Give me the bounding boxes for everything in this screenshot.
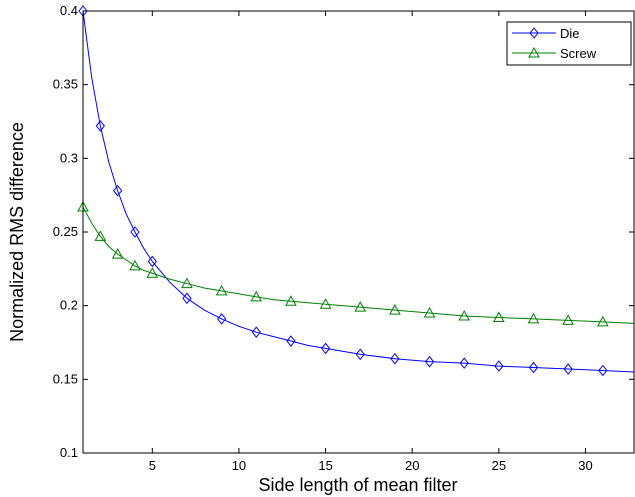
series-markers <box>77 5 609 377</box>
legend-box <box>506 21 632 66</box>
y-axis-title: Normalized RMS difference <box>7 122 27 342</box>
y-tick-label-3: 0.25 <box>53 224 78 239</box>
data-point-die-16 <box>563 363 573 375</box>
y-tick-label-2: 0.2 <box>60 298 78 313</box>
data-point-die-9 <box>320 342 331 355</box>
legend-label-screw: Screw <box>560 46 597 61</box>
x-tick-label-1: 10 <box>232 458 246 473</box>
axis-tick-labels: 5 10 15 20 25 30 0.1 0.15 0.2 0.25 0.3 0.35 0.4 <box>53 3 593 473</box>
x-tick-label-0: 5 <box>149 458 156 473</box>
y-tick-label-5: 0.35 <box>53 77 78 92</box>
legend-marker-screw <box>528 46 540 58</box>
legend-symbol-screw <box>528 46 540 58</box>
data-point-screw-4 <box>146 267 159 278</box>
data-point-screw-12 <box>423 307 436 318</box>
data-point-die-7 <box>251 326 261 338</box>
data-point-screw-14 <box>492 311 505 322</box>
data-point-die-6 <box>216 313 227 325</box>
x-tick-label-5: 30 <box>578 458 592 473</box>
y-tick-label-6: 0.4 <box>60 3 78 18</box>
data-point-die-15 <box>528 361 539 374</box>
data-point-screw-5 <box>181 277 193 289</box>
data-point-die-10 <box>355 348 365 361</box>
data-point-screw-8 <box>285 295 297 306</box>
data-point-die-14 <box>494 360 504 372</box>
data-point-screw-2 <box>111 248 124 259</box>
data-point-screw-17 <box>596 315 609 327</box>
data-point-screw-1 <box>94 230 107 241</box>
data-point-screw-6 <box>215 284 228 296</box>
data-point-die-13 <box>459 357 469 369</box>
data-point-die-11 <box>390 352 400 365</box>
series-line-die <box>82 10 635 373</box>
data-point-die-8 <box>286 335 296 347</box>
x-tick-label-2: 15 <box>318 458 332 473</box>
legend-label-die: Die <box>560 26 580 41</box>
legend-marker-die <box>529 27 539 39</box>
data-point-die-12 <box>424 355 435 368</box>
data-point-die-4 <box>147 255 157 268</box>
x-tick-label-3: 20 <box>405 458 419 473</box>
data-point-die-5 <box>182 292 192 305</box>
data-point-die-17 <box>598 364 608 377</box>
data-point-die-1 <box>95 120 105 132</box>
x-tick-label-4: 25 <box>492 458 506 473</box>
data-point-screw-16 <box>562 314 575 325</box>
data-point-screw-13 <box>458 309 471 321</box>
data-point-die-3 <box>130 226 140 238</box>
y-tick-label-0: 0.1 <box>60 445 78 460</box>
data-point-screw-10 <box>354 301 367 312</box>
legend-symbol-die <box>529 27 539 39</box>
y-tick-label-4: 0.3 <box>60 150 78 165</box>
plot-background <box>83 11 634 453</box>
data-point-screw-3 <box>129 259 141 271</box>
legend: Die Screw <box>506 21 632 66</box>
data-point-screw-9 <box>319 298 332 309</box>
data-point-screw-7 <box>250 290 263 302</box>
data-point-screw-15 <box>527 312 540 324</box>
x-axis-title: Side length of mean filter <box>258 475 457 495</box>
data-point-die-2 <box>113 184 123 197</box>
data-point-screw-11 <box>389 304 401 315</box>
axis-ticks <box>83 10 634 454</box>
y-tick-label-1: 0.15 <box>53 371 78 386</box>
